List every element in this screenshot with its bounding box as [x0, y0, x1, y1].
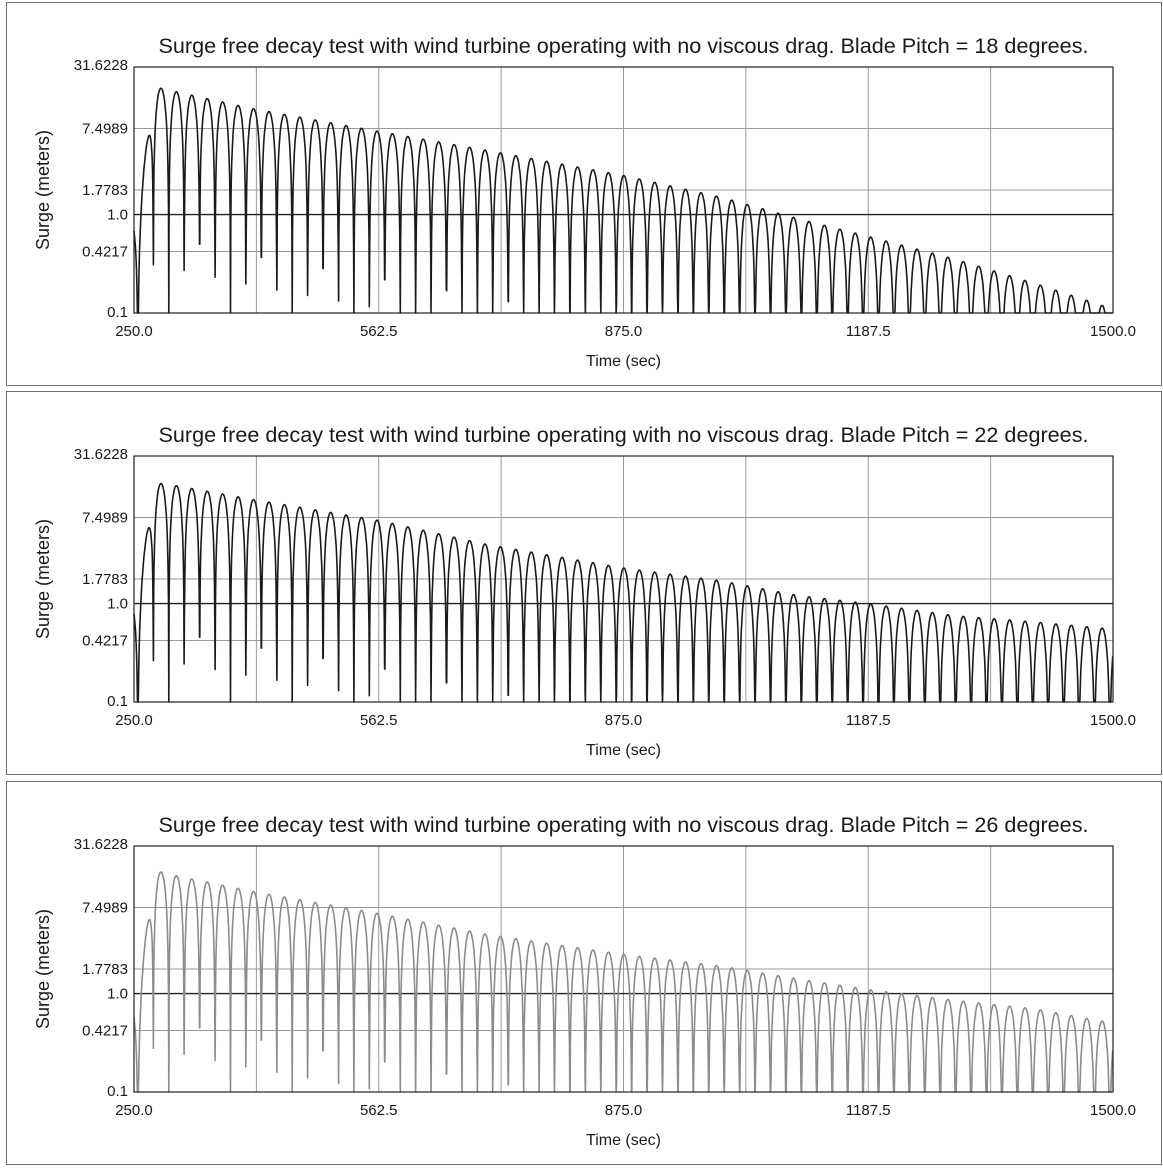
x-tick-label: 1500.0 — [1090, 1102, 1136, 1119]
y-tick-label: 31.6228 — [74, 57, 128, 74]
y-tick-label: 7.4989 — [82, 900, 128, 917]
chart-title: Surge free decay test with wind turbine … — [159, 35, 1089, 58]
y-tick-label: 0.4217 — [82, 632, 128, 649]
y-tick-label: 7.4989 — [82, 121, 128, 138]
x-tick-label: 250.0 — [115, 1102, 153, 1119]
x-tick-label: 1500.0 — [1090, 712, 1136, 729]
chart-panel-22deg: Surge free decay test with wind turbine … — [6, 391, 1162, 775]
x-axis-label: Time (sec) — [586, 742, 661, 759]
y-tick-label: 0.1 — [107, 693, 128, 710]
x-tick-label: 1187.5 — [846, 712, 891, 729]
x-tick-label: 562.5 — [360, 323, 398, 340]
y-axis-label: Surge (meters) — [33, 519, 53, 639]
x-tick-label: 1187.5 — [846, 323, 891, 340]
y-tick-label: 7.4989 — [82, 510, 128, 527]
x-tick-label: 875.0 — [605, 1102, 643, 1119]
y-tick-label: 1.7783 — [82, 961, 128, 978]
y-tick-label: 1.0 — [107, 207, 128, 224]
y-tick-label: 0.1 — [107, 1083, 128, 1100]
chart-panel-18deg: Surge free decay test with wind turbine … — [6, 2, 1162, 386]
y-tick-label: 1.0 — [107, 986, 128, 1003]
y-tick-label: 0.4217 — [82, 1022, 128, 1039]
y-tick-label: 0.4217 — [82, 243, 128, 260]
plot-border — [133, 845, 1114, 1093]
x-axis-label: Time (sec) — [586, 1132, 661, 1149]
x-tick-label: 875.0 — [605, 323, 643, 340]
surge-series-line — [133, 871, 1114, 1093]
surge-series-line — [133, 482, 1114, 703]
x-tick-label: 250.0 — [115, 323, 153, 340]
x-axis-label: Time (sec) — [586, 353, 661, 370]
plot-border — [133, 455, 1114, 703]
x-tick-label: 875.0 — [605, 712, 643, 729]
y-tick-label: 1.7783 — [82, 571, 128, 588]
x-tick-label: 1187.5 — [846, 1102, 891, 1119]
plot-border — [133, 66, 1114, 314]
chart-panel-26deg: Surge free decay test with wind turbine … — [6, 781, 1162, 1165]
surge-chart-26deg: Surge free decay test with wind turbine … — [33, 814, 1136, 1149]
surge-chart-18deg: Surge free decay test with wind turbine … — [33, 35, 1136, 370]
x-tick-label: 562.5 — [360, 1102, 398, 1119]
x-tick-label: 250.0 — [115, 712, 153, 729]
y-tick-label: 31.6228 — [74, 446, 128, 463]
y-axis-label: Surge (meters) — [33, 130, 53, 250]
y-tick-label: 1.0 — [107, 596, 128, 613]
chart-title: Surge free decay test with wind turbine … — [159, 424, 1089, 447]
x-tick-label: 562.5 — [360, 712, 398, 729]
surge-chart-22deg: Surge free decay test with wind turbine … — [33, 424, 1136, 759]
x-tick-label: 1500.0 — [1090, 323, 1136, 340]
y-axis-label: Surge (meters) — [33, 909, 53, 1029]
y-tick-label: 1.7783 — [82, 182, 128, 199]
y-tick-label: 31.6228 — [74, 836, 128, 853]
surge-series-line — [133, 87, 1114, 314]
y-tick-label: 0.1 — [107, 304, 128, 321]
chart-title: Surge free decay test with wind turbine … — [159, 814, 1089, 837]
